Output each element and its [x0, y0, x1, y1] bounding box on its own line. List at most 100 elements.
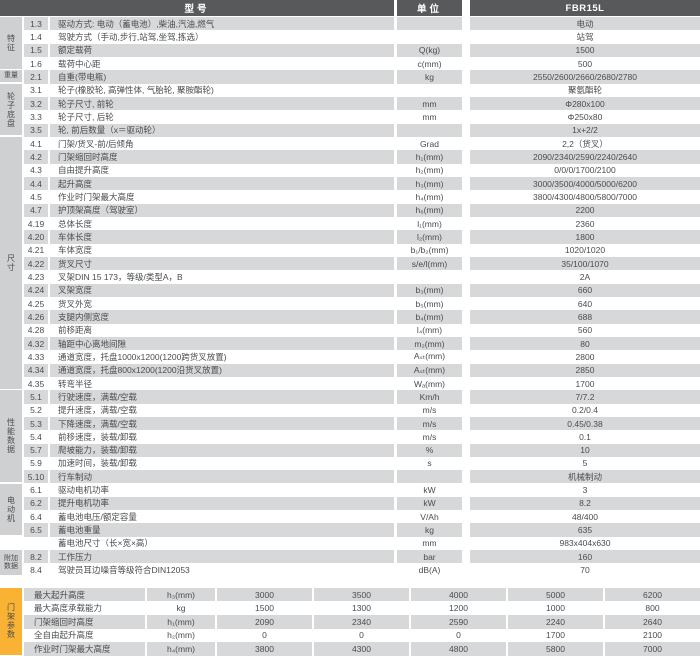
- description-cell: 轮子(橡胶轮, 高弹性体, 气胎轮, 聚胺酯轮): [58, 85, 214, 96]
- unit-cell: [397, 270, 462, 283]
- value-cell: 1700: [575, 378, 595, 389]
- spec-row: 4.25 货叉外宽 b₅(mm) 640: [0, 297, 700, 310]
- mast-value-cell: 4300: [314, 642, 409, 656]
- unit-cell: dB(A): [418, 565, 441, 576]
- row-number-cell: 4.4: [24, 176, 48, 191]
- mast-unit-cell: h₄(mm): [147, 642, 215, 656]
- value-cell: 0/0/0/1700/2100: [554, 165, 616, 176]
- unit-cell: b₃(mm): [397, 283, 462, 297]
- row-number-cell: 5.3: [24, 416, 48, 431]
- unit-cell: h₆(mm): [397, 203, 462, 217]
- spec-row: 3.5 轮, 前后数量（x＝驱动轮） 1x+2/2: [0, 123, 700, 137]
- row-number-cell: 4.22: [24, 256, 48, 271]
- row-number-cell: 4.19: [27, 218, 45, 229]
- row-number-cell: 4.21: [27, 245, 45, 256]
- spec-row: 1.6 载荷中心距 c(mm) 500: [0, 57, 700, 70]
- unit-cell: l₄(mm): [416, 325, 443, 336]
- row-number-cell: 3.1: [30, 85, 42, 96]
- spec-row: 4.24 叉架宽度 b₃(mm) 660: [0, 283, 700, 297]
- row-number-cell: 6.1: [30, 485, 42, 496]
- value-cell: 1800: [470, 230, 700, 244]
- mast-value-cell: 2640: [605, 614, 700, 629]
- value-cell: 7/7.2: [470, 390, 700, 404]
- description-cell: 下降速度，满载/空载: [50, 416, 394, 431]
- row-number-cell: 4.26: [24, 310, 48, 324]
- mast-value-cell: 5800: [508, 642, 603, 656]
- mast-label-cell: 最大起升高度: [24, 587, 145, 602]
- unit-cell: m₂(mm): [397, 336, 462, 351]
- spec-row: 4.5 作业时门架最大高度 h₄(mm) 3800/4300/4800/5800/70…: [0, 190, 700, 203]
- unit-cell: [397, 123, 462, 137]
- mast-label-cell: 全自由起升高度: [34, 630, 94, 641]
- spec-row: 5.3 下降速度，满载/空载 m/s 0.45/0.38: [0, 416, 700, 431]
- row-number-cell: 4.7: [24, 203, 48, 217]
- description-cell: 轮子尺寸, 前轮: [50, 96, 394, 111]
- description-cell: 自由提升高度: [58, 165, 110, 176]
- mast-row: 最大起升高度 h₃(mm) 3000 3500 4000 5000 6200: [0, 587, 700, 602]
- mast-value-cell: 0: [262, 630, 267, 641]
- unit-cell: kg: [397, 70, 462, 84]
- value-cell: 10: [470, 443, 700, 457]
- mast-value-cell: 7000: [605, 642, 700, 656]
- unit-cell: b₄(mm): [397, 310, 462, 324]
- spec-row: 4.20 车体长度 l₂(mm) 1800: [0, 230, 700, 244]
- mast-value-cell: 2590: [411, 614, 506, 629]
- row-number-cell: 3.3: [30, 111, 42, 122]
- row-number-cell: 6.5: [24, 523, 48, 537]
- mast-row: 作业时门架最大高度 h₄(mm) 3800 4300 4800 5800 7000: [0, 642, 700, 656]
- unit-cell: Wₐ(mm): [413, 378, 445, 389]
- unit-cell: c(mm): [417, 58, 442, 69]
- description-cell: 门架缩回时高度: [50, 150, 394, 164]
- description-cell: 车体长度: [50, 230, 394, 244]
- category-strip-segment: 附加 数据: [0, 550, 22, 576]
- description-cell: 额定载荷: [50, 43, 394, 57]
- unit-cell: h₁(mm): [397, 150, 462, 164]
- row-number-cell: 4.35: [27, 378, 45, 389]
- description-cell: 行车制动: [50, 470, 394, 484]
- value-cell: 635: [470, 523, 700, 537]
- value-cell: 2850: [470, 363, 700, 377]
- spec-row: 2.1 自重(带电瓶) kg 2550/2600/2660/2680/2780: [0, 70, 700, 84]
- row-number-cell: 6.2: [24, 496, 48, 511]
- mast-value-cell: 5000: [508, 587, 603, 602]
- mast-parameters-table: 最大起升高度 h₃(mm) 3000 3500 4000 5000 6200 最大高度承载能力…: [0, 587, 700, 656]
- value-cell: 2360: [575, 218, 595, 229]
- mast-value-cell: 1300: [352, 603, 371, 614]
- row-number-cell: 4.3: [30, 165, 42, 176]
- row-number-cell: 8.2: [24, 550, 48, 564]
- spec-row: 4.26 支腿内侧宽度 b₄(mm) 688: [0, 310, 700, 324]
- value-cell: 1x+2/2: [470, 123, 700, 137]
- description-cell: 支腿内侧宽度: [50, 310, 394, 324]
- mast-value-cell: 2240: [508, 614, 603, 629]
- description-cell: 驱动方式: 电动（蓄电池）,柴油,汽油,燃气: [50, 17, 394, 31]
- value-cell: 0.45/0.38: [470, 416, 700, 431]
- row-number-cell: 3.5: [24, 123, 48, 137]
- mast-value-cell: 3800: [217, 642, 312, 656]
- description-cell: 加速时间，装载/卸载: [58, 458, 137, 469]
- value-cell: 70: [580, 565, 590, 576]
- spec-row: 4.34 通道宽度，托盘800x1200(1200沿货叉放置) Aₛₜ(mm) 285…: [0, 363, 700, 377]
- description-cell: 蓄电池尺寸（长×宽×高）: [58, 538, 153, 549]
- description-cell: 驾驶方式（手动,步行,站驾,坐驾,拣选）: [58, 31, 204, 42]
- mast-value-cell: 1000: [546, 603, 565, 614]
- value-cell: 5: [582, 458, 588, 469]
- category-strip-segment: 重量: [0, 70, 22, 83]
- mast-value-cell: 2100: [643, 630, 662, 641]
- row-number-cell: 5.1: [24, 390, 48, 404]
- value-cell: Φ250x80: [567, 111, 603, 122]
- value-cell: 2A: [579, 271, 591, 282]
- spec-row: 4.23 叉架DIN 15 173，等级/类型A，B 2A: [0, 270, 700, 283]
- unit-cell: m/s: [422, 405, 437, 416]
- description-cell: 护顶架高度（驾驶室）: [50, 203, 394, 217]
- description-cell: 提升电机功率: [50, 496, 394, 511]
- mast-value-cell: 1500: [255, 603, 274, 614]
- value-cell: 2200: [470, 203, 700, 217]
- unit-cell: l₂(mm): [397, 230, 462, 244]
- value-cell: Φ280x100: [470, 96, 700, 111]
- unit-cell: h₂(mm): [415, 165, 444, 176]
- row-number-cell: 6.4: [30, 511, 42, 522]
- mast-row: 全自由起升高度 h₂(mm) 0 0 0 1700 2100: [0, 629, 700, 643]
- value-cell: 2550/2600/2660/2680/2780: [470, 70, 700, 84]
- unit-cell: [397, 84, 462, 97]
- spec-row: 4.21 车体宽度 b₁/b₂(mm) 1020/1020: [0, 244, 700, 257]
